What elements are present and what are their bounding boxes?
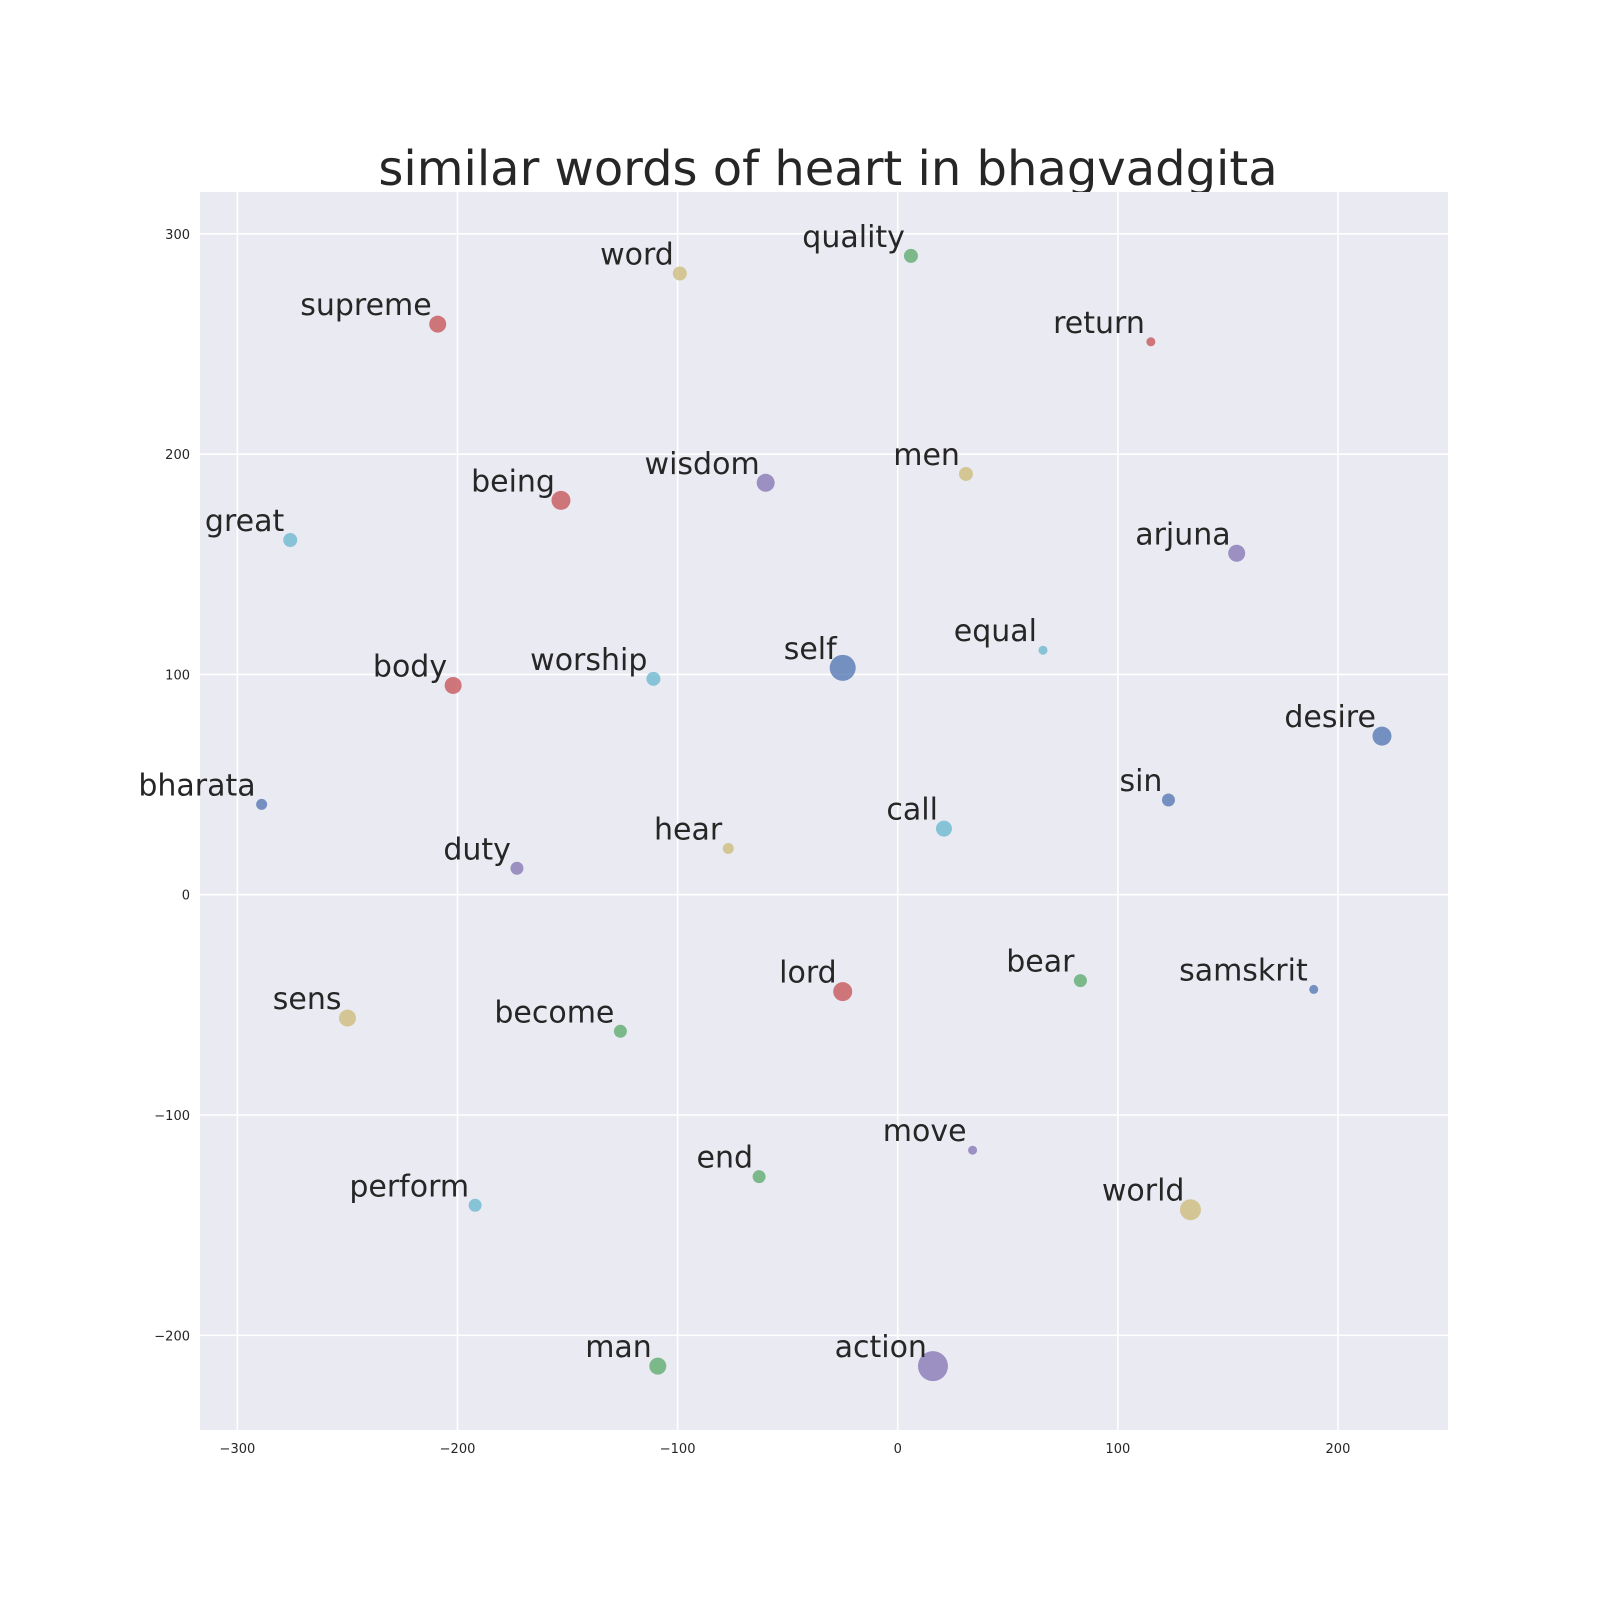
point-sin [1161,793,1175,807]
label-world: world [1102,1174,1185,1209]
data-points [256,248,1392,1382]
x-tick-label: −100 [660,1442,696,1457]
y-tick-label: −200 [154,1329,190,1344]
point-equal [1038,645,1048,655]
point-samskrit [1309,984,1319,994]
point-duty [510,861,524,875]
axis-ticks: −300 −200 −100 0 100 200 −200 −100 0 100 200 300 [154,228,1350,1457]
plot-area [200,192,1448,1430]
y-tick-label: 300 [165,228,190,243]
point-wisdom [756,473,775,492]
label-hear: hear [654,812,723,847]
point-bharata [256,798,268,810]
label-man: man [585,1330,652,1365]
label-quality: quality [802,220,905,255]
label-men: men [893,438,960,473]
label-worship: worship [530,643,647,678]
label-bear: bear [1006,945,1075,980]
label-become: become [494,995,614,1030]
point-sens [338,1009,356,1027]
chart-title: similar words of heart in bhagvadgita [378,141,1277,197]
label-arjuna: arjuna [1135,517,1230,552]
point-word [672,266,687,281]
label-end: end [697,1141,754,1176]
label-sin: sin [1119,764,1162,799]
x-tick-label: 0 [894,1442,902,1457]
label-great: great [205,504,285,539]
x-tick-label: −200 [440,1442,476,1457]
data-labels: quality word supreme return wisdom men being gr… [138,220,1376,1365]
label-self: self [784,632,838,667]
point-return [1146,337,1156,347]
point-men [958,466,973,481]
point-call [935,820,952,837]
point-desire [1372,726,1392,746]
y-tick-label: 100 [165,668,190,683]
label-desire: desire [1284,700,1376,735]
point-end [752,1170,766,1184]
point-hear [722,842,734,854]
label-call: call [886,793,938,828]
point-quality [903,248,918,263]
x-tick-label: 100 [1105,1442,1130,1457]
label-supreme: supreme [300,288,432,323]
y-tick-label: 0 [182,889,190,904]
label-equal: equal [954,614,1037,649]
label-body: body [373,649,447,684]
y-tick-label: 200 [165,448,190,463]
label-action: action [835,1330,927,1365]
y-tick-label: −100 [154,1109,190,1124]
label-perform: perform [349,1169,469,1204]
point-arjuna [1228,544,1246,562]
label-return: return [1053,306,1145,341]
point-body [444,676,462,694]
point-action [917,1351,948,1382]
point-self [829,654,856,681]
point-bear [1073,974,1087,988]
point-perform [468,1198,482,1212]
label-sens: sens [273,982,342,1017]
label-duty: duty [443,832,511,867]
label-being: being [471,464,555,499]
point-supreme [429,315,447,333]
label-wisdom: wisdom [645,447,760,482]
label-bharata: bharata [138,768,255,803]
label-word: word [600,238,674,273]
point-world [1179,1199,1201,1221]
x-tick-label: −300 [220,1442,256,1457]
label-move: move [883,1114,967,1149]
grid [200,192,1448,1430]
label-samskrit: samskrit [1179,953,1308,988]
point-worship [646,671,661,686]
point-move [968,1145,978,1155]
point-man [649,1357,667,1375]
point-great [283,533,298,548]
point-lord [833,982,853,1002]
point-being [551,490,571,510]
x-tick-label: 200 [1326,1442,1351,1457]
point-become [613,1024,627,1038]
label-lord: lord [779,956,837,991]
